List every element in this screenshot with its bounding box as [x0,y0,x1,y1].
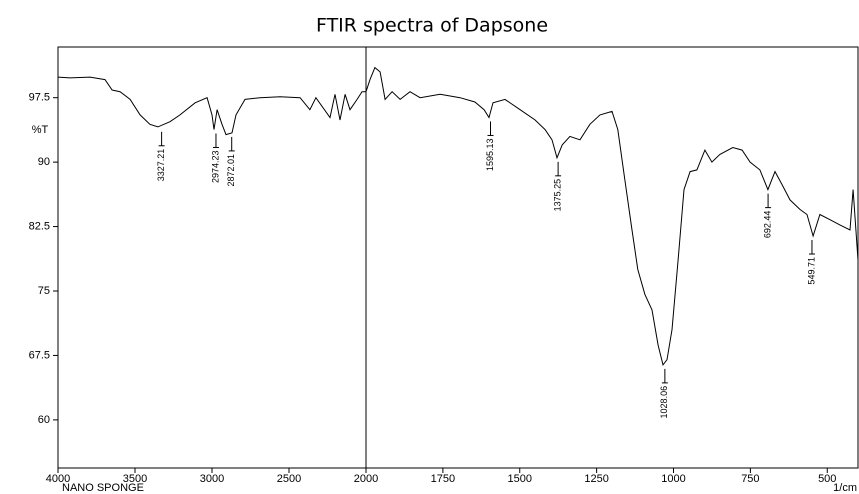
spectrum-line [57,66,859,367]
peak-label: 549.71 [806,257,816,285]
peak-label: 1375.25 [552,179,562,212]
x-tick-label: 750 [741,473,759,485]
x-tick-label: 2000 [354,473,378,485]
peak-label: 2872.01 [226,154,236,187]
peak-label: 1595.13 [485,138,495,171]
peak-label: 1028.06 [659,386,669,419]
y-tick-label: 75 [38,285,50,297]
x-axis-label: 1/cm [833,482,857,494]
y-tick-label: 82.5 [29,220,50,232]
x-tick-label: 1000 [661,473,685,485]
x-tick-label: 1250 [584,473,608,485]
peak-label: 692.44 [762,211,772,239]
peak-label: 2974.23 [210,150,220,183]
peak-label: 3327.21 [156,149,166,182]
y-tick-label: 60 [38,414,50,426]
x-tick-label: 500 [818,473,836,485]
x-tick-label: 4000 [46,473,70,485]
y-tick-label: 97.5 [29,92,50,104]
y-tick-label: 67.5 [29,349,50,361]
x-tick-label: 3500 [123,473,147,485]
sample-label: NANO SPONGE [62,482,144,494]
x-tick-label: 1500 [508,473,532,485]
y-axis-label: %T [32,124,49,136]
x-tick-label: 2500 [277,473,301,485]
x-tick-label: 3000 [200,473,224,485]
y-tick-label: 90 [38,156,50,168]
plot-frame [57,46,859,469]
x-tick-label: 1750 [431,473,455,485]
chart-title: FTIR spectra of Dapsone [316,15,548,37]
